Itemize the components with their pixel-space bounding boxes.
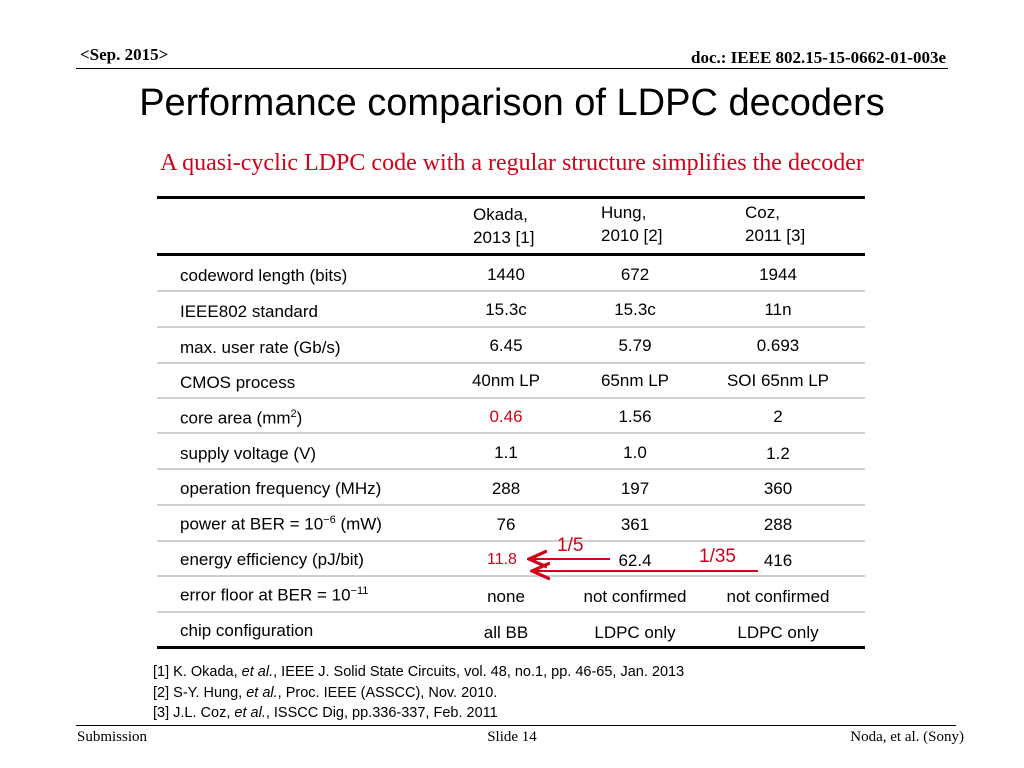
table-cell: 11n <box>764 300 792 319</box>
table-cell: 360 <box>763 479 793 498</box>
table-cell: 197 <box>620 479 650 498</box>
table-cell-highlight: 0.46 <box>489 407 523 426</box>
label-text: power at BER = 10 <box>180 514 324 534</box>
column-header-line2: 2011 [3] <box>745 226 806 245</box>
reference-item: [2] S-Y. Hung, et al., Proc. IEEE (ASSCC… <box>153 683 684 704</box>
row-label: supply voltage (V) <box>180 444 317 463</box>
slide-title: Performance comparison of LDPC decoders <box>139 82 885 124</box>
table-cell: 65nm LP <box>600 371 670 390</box>
table-cell: 672 <box>620 265 650 284</box>
column-header-line1: Okada, <box>473 205 528 224</box>
footer-slide-number: Slide 14 <box>487 729 537 745</box>
table-cell: all BB <box>483 623 529 642</box>
reference-text: [1] K. Okada, <box>153 664 242 680</box>
table-cell: 1944 <box>759 265 797 284</box>
row-divider <box>157 575 865 577</box>
table-cell: not confirmed <box>726 587 830 606</box>
column-header-line1: Hung, <box>601 203 647 222</box>
row-label: power at BER = 10−6 (mW) <box>180 514 382 535</box>
table-cell: 76 <box>496 515 516 534</box>
row-label: codeword length (bits) <box>180 266 348 285</box>
reference-text: , IEEE J. Solid State Circuits, vol. 48,… <box>273 664 685 680</box>
row-divider <box>157 290 865 292</box>
row-divider <box>157 468 865 470</box>
table-top-rule <box>157 196 865 199</box>
label-superscript: 2 <box>290 408 297 420</box>
table-cell: 288 <box>763 515 793 534</box>
table-cell: 1.56 <box>618 407 652 426</box>
label-superscript: −6 <box>323 514 336 526</box>
slide-subtitle: A quasi-cyclic LDPC code with a regular … <box>160 150 864 176</box>
row-label: core area (mm2) <box>180 408 302 429</box>
reference-italic: et al. <box>246 684 278 701</box>
label-text: error floor at BER = 10 <box>180 585 351 605</box>
column-header-hung: Hung, 2010 [2] <box>601 201 662 247</box>
ratio-label-coz: 1/35 <box>699 546 736 567</box>
table-cell: none <box>487 587 525 606</box>
table-cell: SOI 65nm LP <box>726 371 830 390</box>
table-cell-highlight: 11.8 <box>487 551 517 568</box>
reference-italic: et al. <box>241 664 274 680</box>
header-rule <box>76 68 948 69</box>
row-label: energy efficiency (pJ/bit) <box>180 550 364 569</box>
row-label: IEEE802 standard <box>180 302 318 321</box>
row-divider <box>157 611 865 613</box>
reference-item: [3] J.L. Coz, et al., ISSCC Dig, pp.336-… <box>153 703 684 724</box>
table-cell: not confirmed <box>583 587 687 606</box>
table-cell: 288 <box>491 479 521 498</box>
reference-text: , ISSCC Dig, pp.336-337, Feb. 2011 <box>265 705 498 721</box>
table-cell: 62.4 <box>618 551 652 570</box>
table-cell: 1.2 <box>766 444 790 463</box>
row-divider <box>157 540 865 542</box>
table-cell: 2 <box>773 407 783 426</box>
reference-text: [2] S-Y. Hung, <box>153 684 247 701</box>
column-header-line2: 2010 [2] <box>601 226 663 245</box>
label-superscript: −11 <box>350 585 369 597</box>
column-header-line2: 2013 [1] <box>473 228 535 247</box>
label-text: ) <box>296 408 303 428</box>
row-divider <box>157 397 865 399</box>
table-cell: LDPC only <box>594 623 676 642</box>
reference-italic: et al. <box>234 705 266 721</box>
row-label: operation frequency (MHz) <box>180 479 382 498</box>
row-divider <box>157 362 865 364</box>
row-label: chip configuration <box>180 621 314 640</box>
row-divider <box>157 326 865 328</box>
table-cell: 15.3c <box>614 300 656 319</box>
header-doc-id: doc.: IEEE 802.15-15-0662-01-003e <box>691 48 946 67</box>
row-divider <box>157 504 865 506</box>
table-cell: 1.0 <box>623 443 647 462</box>
footer-authors: Noda, et al. (Sony) <box>850 729 964 745</box>
table-header-rule <box>157 253 865 256</box>
table-cell: 5.79 <box>618 336 652 355</box>
label-text: core area (mm <box>180 408 291 428</box>
table-cell: LDPC only <box>737 623 819 642</box>
table-cell: 0.693 <box>756 336 800 355</box>
row-divider <box>157 432 865 434</box>
footer-submission: Submission <box>77 729 148 745</box>
table-cell: 1440 <box>487 265 525 284</box>
column-header-okada: Okada, 2013 [1] <box>473 203 534 249</box>
column-header-line1: Coz, <box>745 203 780 222</box>
table-bottom-rule <box>157 646 865 649</box>
reference-text: , Proc. IEEE (ASSCC), Nov. 2010. <box>277 684 498 701</box>
reference-item: [1] K. Okada, et al., IEEE J. Solid Stat… <box>153 662 684 683</box>
table-cell: 416 <box>763 551 793 570</box>
row-label: error floor at BER = 10−11 <box>180 585 368 606</box>
row-label: CMOS process <box>180 373 296 392</box>
table-cell: 40nm LP <box>471 371 541 390</box>
table-cell: 15.3c <box>485 300 527 319</box>
column-header-coz: Coz, 2011 [3] <box>745 201 805 247</box>
ratio-label-hung: 1/5 <box>557 535 584 556</box>
footer-rule <box>76 725 956 726</box>
row-label: max. user rate (Gb/s) <box>180 338 341 357</box>
table-cell: 361 <box>620 515 650 534</box>
table-cell: 1.1 <box>494 443 518 462</box>
reference-text: [3] J.L. Coz, <box>153 705 235 721</box>
label-text: (mW) <box>335 514 382 534</box>
header-date: <Sep. 2015> <box>80 45 169 64</box>
table-cell: 6.45 <box>489 336 523 355</box>
references: [1] K. Okada, et al., IEEE J. Solid Stat… <box>153 662 684 724</box>
